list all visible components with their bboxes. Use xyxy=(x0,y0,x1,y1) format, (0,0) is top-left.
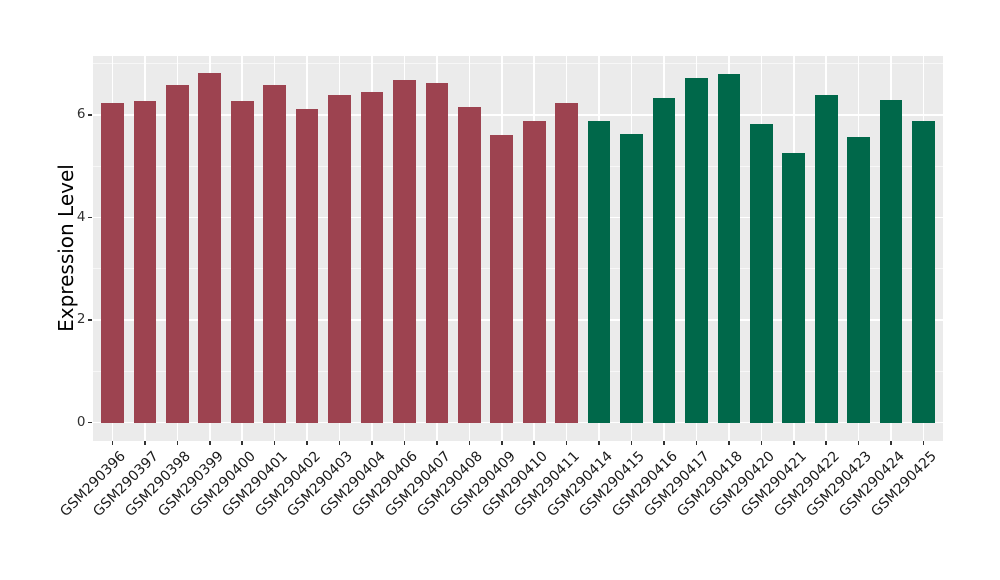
major-gridline-y-0 xyxy=(93,421,943,424)
x-tick-GSM290425 xyxy=(922,441,925,445)
y-tick-label-6: 6 xyxy=(76,105,86,122)
bar-GSM290416 xyxy=(652,98,676,423)
y-tick-2 xyxy=(88,319,92,321)
minor-gridline-y-3 xyxy=(93,268,943,270)
bar-GSM290418 xyxy=(717,73,741,423)
bar-GSM290417 xyxy=(685,77,708,423)
major-gridline-y-2 xyxy=(93,319,943,321)
bar-GSM290425 xyxy=(912,121,935,423)
x-tick-GSM290402 xyxy=(306,441,308,445)
x-tick-GSM290396 xyxy=(111,441,114,445)
bar-GSM290402 xyxy=(295,108,319,423)
x-tick-GSM290417 xyxy=(695,441,698,445)
bar-GSM290411 xyxy=(555,102,578,423)
y-axis-title: Expression Level xyxy=(54,164,78,332)
x-tick-GSM290398 xyxy=(176,441,179,445)
y-tick-label-0: 0 xyxy=(76,413,86,430)
bar-GSM290399 xyxy=(198,73,222,423)
major-gridline-y-4 xyxy=(93,216,943,219)
y-tick-6 xyxy=(88,114,92,116)
x-tick-GSM290420 xyxy=(760,441,763,445)
bar-GSM290409 xyxy=(490,134,514,423)
bar-GSM290423 xyxy=(847,136,870,423)
x-tick-GSM290401 xyxy=(273,441,276,445)
bar-GSM290396 xyxy=(101,102,124,423)
x-tick-GSM290408 xyxy=(468,441,471,445)
x-tick-GSM290416 xyxy=(663,441,665,445)
x-tick-GSM290422 xyxy=(825,441,827,445)
minor-gridline-y-5 xyxy=(93,165,943,167)
x-tick-GSM290403 xyxy=(338,441,341,445)
bar-GSM290398 xyxy=(165,85,189,423)
bar-GSM290404 xyxy=(360,92,384,423)
bar-GSM290397 xyxy=(133,101,157,423)
x-tick-GSM290414 xyxy=(598,441,600,445)
bar-GSM290424 xyxy=(879,100,903,423)
bar-GSM290420 xyxy=(749,123,773,423)
x-tick-GSM290404 xyxy=(371,441,373,445)
x-tick-GSM290397 xyxy=(144,441,146,445)
x-tick-GSM290399 xyxy=(209,441,211,445)
bar-GSM290410 xyxy=(522,120,546,423)
bar-GSM290407 xyxy=(425,82,449,423)
x-tick-GSM290400 xyxy=(241,441,243,445)
minor-gridline-y-1 xyxy=(93,370,943,372)
bar-GSM290414 xyxy=(587,120,611,423)
x-tick-GSM290409 xyxy=(501,441,503,445)
x-tick-GSM290410 xyxy=(533,441,535,445)
x-tick-GSM290407 xyxy=(436,441,438,445)
x-tick-GSM290411 xyxy=(565,441,568,445)
x-tick-GSM290418 xyxy=(728,441,730,445)
y-tick-4 xyxy=(88,216,92,219)
bar-GSM290408 xyxy=(457,106,481,423)
x-tick-GSM290424 xyxy=(890,441,892,445)
plot-panel xyxy=(93,56,943,441)
x-tick-GSM290423 xyxy=(857,441,860,445)
major-gridline-y-6 xyxy=(93,114,943,116)
x-tick-GSM290415 xyxy=(630,441,633,445)
y-tick-0 xyxy=(88,421,92,424)
bar-GSM290400 xyxy=(230,100,254,423)
y-tick-label-4: 4 xyxy=(76,208,86,225)
minor-gridline-y-7 xyxy=(93,63,943,65)
bar-GSM290406 xyxy=(393,80,416,423)
bar-GSM290415 xyxy=(620,133,643,423)
bar-GSM290421 xyxy=(782,153,806,423)
x-tick-GSM290421 xyxy=(793,441,795,445)
bar-GSM290422 xyxy=(814,95,838,423)
x-tick-GSM290406 xyxy=(403,441,406,445)
y-tick-label-2: 2 xyxy=(76,311,86,328)
bar-GSM290403 xyxy=(328,94,351,423)
bar-GSM290401 xyxy=(263,85,287,423)
